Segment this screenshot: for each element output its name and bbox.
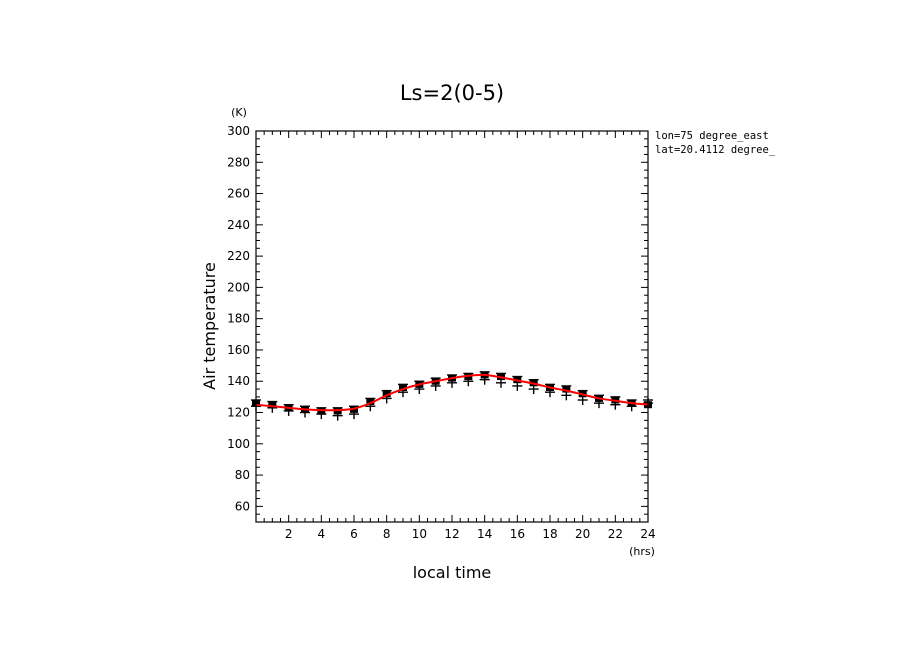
data-point-square — [562, 385, 571, 393]
fit-line — [255, 373, 649, 412]
x-tick-label: 8 — [383, 527, 391, 541]
data-point-plus — [512, 380, 523, 391]
plot-frame — [255, 130, 649, 523]
y-tick-label: 160 — [227, 343, 250, 357]
x-tick-label: 16 — [510, 527, 525, 541]
y-tick-label: 240 — [227, 218, 250, 232]
x-axis-label: local time — [413, 563, 492, 582]
data-point-plus — [528, 384, 539, 395]
y-tick-label: 260 — [227, 187, 250, 201]
data-point-plus — [447, 377, 457, 388]
x-tick-label: 6 — [350, 527, 358, 541]
data-point-plus — [414, 384, 425, 395]
data-point-plus — [561, 390, 572, 401]
y-tick-label: 180 — [227, 312, 250, 326]
y-tick-label: 120 — [227, 406, 250, 420]
y-tick-label: 100 — [227, 437, 250, 451]
y-tick-label: 140 — [227, 374, 250, 388]
x-tick-label: 4 — [318, 527, 326, 541]
x-tick-label: 14 — [477, 527, 492, 541]
x-axis-unit: (hrs) — [629, 545, 655, 558]
x-tick-label: 18 — [542, 527, 557, 541]
y-tick-label: 220 — [227, 249, 250, 263]
data-point-plus — [349, 409, 359, 420]
x-tick-label: 24 — [640, 527, 655, 541]
x-tick-label: 2 — [285, 527, 293, 541]
chart-title: Ls=2(0-5) — [400, 81, 504, 105]
data-point-plus — [479, 374, 490, 385]
data-point-plus — [267, 402, 278, 413]
y-tick-label: 80 — [235, 468, 250, 482]
data-point-plus — [545, 387, 555, 398]
data-point-plus — [496, 377, 506, 388]
annotation-lat: lat=20.4112 degree_ — [655, 144, 776, 156]
y-tick-label: 280 — [227, 155, 250, 169]
x-tick-label: 22 — [608, 527, 623, 541]
x-tick-label: 20 — [575, 527, 590, 541]
y-axis-unit: (K) — [231, 106, 247, 119]
data-point-plus — [594, 398, 604, 409]
y-tick-label: 200 — [227, 280, 250, 294]
data-point-plus — [577, 395, 588, 406]
x-tick-label: 12 — [444, 527, 459, 541]
data-point-plus — [332, 410, 343, 421]
y-tick-label: 60 — [235, 499, 250, 513]
x-tick-label: 10 — [412, 527, 427, 541]
y-tick-label: 300 — [227, 124, 250, 138]
annotation-lon: lon=75 degree_east — [655, 130, 769, 142]
data-marks — [251, 371, 653, 421]
data-point-plus — [463, 376, 474, 387]
y-axis-label: Air temperature — [200, 262, 219, 390]
axis-ticks: 2 4 6 8 10 12 14 16 18 20 22 2460801001201401601802… — [227, 124, 656, 541]
data-point-plus — [430, 380, 441, 391]
